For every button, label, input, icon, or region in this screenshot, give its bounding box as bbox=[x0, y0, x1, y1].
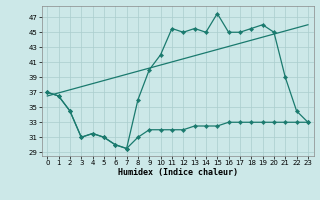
X-axis label: Humidex (Indice chaleur): Humidex (Indice chaleur) bbox=[118, 168, 237, 177]
